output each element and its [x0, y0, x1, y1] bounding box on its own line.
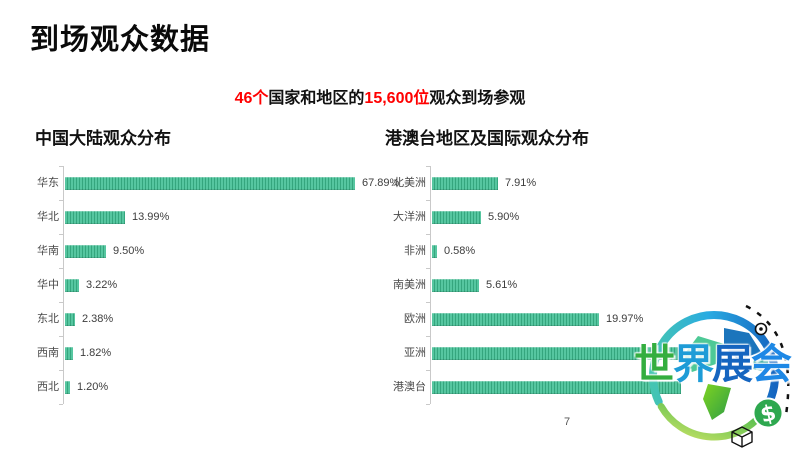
page-number: 7: [563, 416, 571, 428]
watermark-char: 会: [751, 341, 792, 387]
category-label: 大洋洲: [393, 211, 426, 223]
chart-mainland-china: 中国大陆观众分布 华东 67.89% 华北 13.99% 华南 9.50% 华中 3.22% 东…: [35, 124, 399, 424]
value-label: 5.90%: [488, 211, 520, 223]
axis-tick: [426, 200, 430, 201]
category-label: 华东: [37, 177, 59, 189]
category-label: 东北: [37, 313, 59, 325]
bar: [432, 347, 685, 360]
bar: [65, 347, 73, 360]
axis-tick: [59, 370, 63, 371]
axis-tick: [426, 302, 430, 303]
value-label: 13.99%: [132, 211, 170, 223]
chart-title-international: 港澳台地区及国际观众分布: [385, 129, 589, 148]
bar: [432, 211, 481, 224]
category-label: 港澳台: [393, 381, 426, 393]
watermark-char: 展: [712, 341, 753, 387]
page-title: 到场观众数据: [30, 24, 211, 56]
chart-international: 港澳台地区及国际观众分布 北美洲 7.91% 大洋洲 5.90% 非洲 0.58% 南美洲 5…: [385, 124, 800, 424]
category-label: 华北: [37, 211, 59, 223]
value-label: 2.38%: [82, 313, 114, 325]
bar: [432, 177, 498, 190]
value-label: 7.91%: [505, 177, 537, 189]
subtitle-text: 国家和地区的: [268, 90, 365, 107]
axis-tick: [426, 234, 430, 235]
watermark-char: 世: [634, 341, 675, 387]
globe-ring-bottom: [657, 403, 768, 441]
value-label: 19.97%: [606, 313, 644, 325]
axis-tick: [59, 336, 63, 337]
value-label: 3.22%: [86, 279, 118, 291]
bar: [65, 279, 79, 292]
subtitle-highlight: 46个: [234, 90, 269, 107]
bar: [432, 279, 479, 292]
value-label: 5.61%: [486, 279, 518, 291]
plot-area-mainland: 华东 67.89% 华北 13.99% 华南 9.50% 华中 3.22% 东北 2.38% 西南 1…: [35, 160, 399, 424]
subtitle-text: 观众到场参观: [429, 90, 526, 107]
axis-tick: [426, 370, 430, 371]
category-label: 西北: [37, 381, 59, 393]
continent-island: [753, 354, 770, 372]
axis-tick: [426, 166, 430, 167]
watermark-logo: $ 世界展会: [628, 300, 800, 450]
subtitle: 46个国家和地区的15,600位观众到场参观: [0, 84, 760, 108]
cube-icon: [731, 426, 753, 448]
axis-tick: [59, 234, 63, 235]
category-label: 华南: [37, 245, 59, 257]
value-label: 1.82%: [80, 347, 112, 359]
watermark-char: 界: [673, 341, 714, 387]
bar: [65, 211, 125, 224]
bar: [65, 381, 70, 394]
category-label: 华中: [37, 279, 59, 291]
category-label: 南美洲: [393, 279, 426, 291]
y-axis-line: [430, 166, 431, 404]
globe-icon: $: [649, 304, 790, 448]
value-label: 0.58%: [444, 245, 476, 257]
value-label: 9.50%: [113, 245, 145, 257]
watermark-text: 世界展会: [634, 341, 792, 387]
bar: [432, 313, 599, 326]
svg-text:$: $: [758, 400, 779, 428]
axis-tick: [59, 404, 63, 405]
axis-tick: [59, 200, 63, 201]
continent-west: [680, 336, 724, 372]
category-label: 西南: [37, 347, 59, 359]
bar: [65, 245, 106, 258]
dashed-orbit: [745, 304, 790, 416]
axis-tick: [59, 268, 63, 269]
bar: [432, 245, 437, 258]
continent-east: [724, 328, 761, 360]
axis-tick: [426, 404, 430, 405]
subtitle-highlight: 15,600位: [364, 90, 430, 107]
bar: [65, 177, 355, 190]
value-label: 1.20%: [77, 381, 109, 393]
plot-area-international: 北美洲 7.91% 大洋洲 5.90% 非洲 0.58% 南美洲 5.61% 欧洲 19.97% 亚…: [385, 160, 800, 424]
category-label: 非洲: [404, 245, 426, 257]
axis-tick: [59, 166, 63, 167]
value-label: 67.89%: [362, 177, 400, 189]
axis-tick: [426, 336, 430, 337]
axis-tick: [59, 302, 63, 303]
bar: [65, 313, 75, 326]
continent-south: [703, 384, 731, 420]
bar: [432, 381, 681, 394]
dollar-badge-icon: $: [752, 397, 784, 429]
category-label: 北美洲: [393, 177, 426, 189]
chart-title-mainland: 中国大陆观众分布: [35, 129, 171, 148]
y-axis-line: [63, 166, 64, 404]
globe-ring-top: [649, 311, 779, 406]
category-label: 亚洲: [404, 347, 426, 359]
axis-tick: [426, 268, 430, 269]
category-label: 欧洲: [404, 313, 426, 325]
